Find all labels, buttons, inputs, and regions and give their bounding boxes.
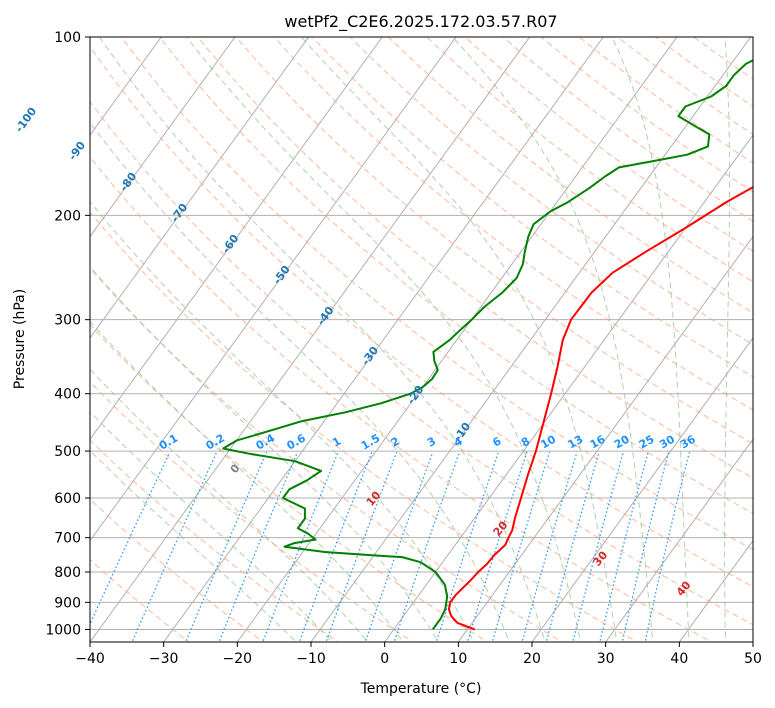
- y-tick-label: 300: [54, 313, 81, 329]
- y-tick-label: 400: [54, 387, 81, 403]
- isotherm-line: [90, 37, 236, 238]
- moist-adiabat: [90, 320, 404, 642]
- mixing-ratio-line: [491, 451, 551, 642]
- mixing-ratio-line: [599, 451, 649, 642]
- isotherm-line: [605, 438, 753, 642]
- x-tick-label: −20: [223, 651, 253, 667]
- y-axis-title: Pressure (hPa): [12, 289, 28, 389]
- x-tick-label: −10: [296, 651, 326, 667]
- moist-adiabat: [90, 121, 510, 642]
- y-tick-label: 1000: [45, 622, 81, 638]
- x-tick-label: −40: [75, 651, 105, 667]
- y-tick-label: 200: [54, 208, 81, 224]
- mixing-ratio-line: [262, 451, 339, 642]
- moist-adiabat: [724, 37, 731, 642]
- moist-adiabat: [90, 411, 333, 642]
- y-tick-label: 900: [54, 595, 81, 611]
- mixing-ratio-line: [364, 451, 434, 642]
- mixing-ratio-line: [466, 451, 528, 642]
- dry-adiabat: [120, 37, 753, 551]
- grid-layer: [90, 37, 753, 642]
- moist-adiabat: [452, 37, 654, 642]
- x-tick-label: 40: [670, 651, 688, 667]
- dry-adiabat: [90, 45, 753, 588]
- y-tick-label: 600: [54, 491, 81, 507]
- dry-adiabat: [350, 37, 753, 346]
- isotherm-line: [90, 37, 310, 339]
- x-axis-title: Temperature (°C): [360, 681, 482, 697]
- axis-ticks: −40 −30 −20 −10 0 10 20 30 40 50 1000 900 800 700 600 5…: [45, 30, 762, 667]
- isotherm-line: [90, 37, 383, 441]
- mixing-ratio-line: [218, 451, 299, 642]
- x-tick-label: 10: [449, 651, 467, 667]
- isotherm-line: [90, 37, 531, 642]
- moist-adiabat: [301, 37, 618, 642]
- dry-adiabat: [159, 37, 753, 515]
- mixing-ratio-line: [185, 451, 268, 642]
- x-tick-label: −30: [149, 651, 179, 667]
- y-tick-label: 700: [54, 531, 81, 547]
- dry-adiabat: [90, 100, 753, 626]
- dry-adiabat: [90, 267, 564, 642]
- dry-adiabat: [388, 37, 753, 314]
- moist-adiabat: [99, 37, 546, 642]
- mixing-ratio-line: [435, 451, 499, 642]
- isotherm-line: [236, 37, 678, 642]
- moist-adiabat: [90, 368, 369, 642]
- isotherm-line: [90, 37, 457, 542]
- x-tick-label: 30: [597, 651, 615, 667]
- y-tick-label: 800: [54, 565, 81, 581]
- mixing-ratio-line: [572, 451, 624, 642]
- isotherm-line: [90, 37, 162, 136]
- dry-adiabat: [235, 37, 753, 445]
- mixing-ratio-line: [298, 451, 373, 642]
- isotherm-line: [678, 539, 753, 642]
- isotherm-line: [310, 37, 752, 642]
- moist-adiabat: [186, 37, 582, 642]
- data-layer: [222, 59, 753, 631]
- isotherm-line: [457, 235, 753, 642]
- dry-adiabat: [90, 323, 489, 642]
- plot-frame: [89, 36, 754, 643]
- dry-adiabat: [90, 439, 340, 642]
- dry-adiabat: [90, 156, 713, 642]
- dry-adiabat: [197, 37, 753, 479]
- y-tick-label: 500: [54, 444, 81, 460]
- chart-title: wetPf2_C2E6.2025.172.03.57.R07: [284, 12, 557, 32]
- isotherm-line: [384, 134, 753, 642]
- mixing-ratio-line: [644, 451, 690, 642]
- moist-adiabat: [90, 200, 475, 642]
- x-tick-label: 50: [744, 651, 762, 667]
- x-tick-label: 20: [523, 651, 541, 667]
- x-tick-label: 0: [380, 651, 389, 667]
- mixing-ratio-line: [393, 451, 461, 642]
- mixing-ratio-line: [545, 451, 600, 642]
- moist-adiabat: [90, 450, 297, 642]
- mixing-ratio-line: [325, 451, 398, 642]
- y-tick-label: 100: [54, 30, 81, 46]
- mixing-ratio-line: [521, 451, 578, 642]
- mixing-ratio-line: [621, 451, 670, 642]
- dewpoint-profile: [222, 59, 753, 630]
- temperature-profile: [447, 185, 753, 631]
- moist-adiabat: [611, 37, 690, 642]
- moist-adiabat: [90, 265, 440, 642]
- dry-adiabat: [90, 381, 414, 642]
- dry-adiabat: [90, 498, 265, 642]
- dry-adiabat: [90, 211, 639, 642]
